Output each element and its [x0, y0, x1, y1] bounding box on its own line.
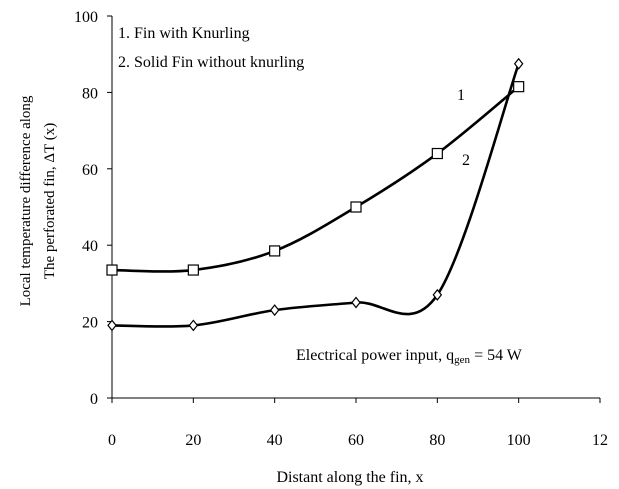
series-1-point: [513, 81, 525, 93]
x-tick-label: 100: [507, 432, 531, 449]
series-2-label: 2: [462, 152, 470, 169]
power-annotation: Electrical power input, qgen = 54 W: [296, 347, 523, 366]
y-tick-label: 40: [82, 238, 98, 255]
series-1-point: [350, 201, 362, 213]
series-2-point: [269, 304, 280, 317]
series-1-point: [106, 264, 118, 276]
y-tick-label: 80: [82, 85, 98, 102]
series-2-point: [432, 288, 443, 301]
y-axis-label-line1: Local temperature difference along: [18, 95, 34, 306]
series-1-line: [111, 85, 520, 273]
series-markers: [106, 57, 525, 332]
x-tick-label: 40: [267, 432, 283, 449]
x-tick-label: 12: [592, 432, 608, 449]
x-tick-label: 0: [108, 432, 116, 449]
legend-entry: 1. Fin with Knurling: [118, 25, 250, 42]
series-2-point: [188, 319, 199, 332]
chart-labels: 1 2 1. Fin with Knurling 2. Solid Fin witho…: [18, 25, 523, 486]
y-tick-label: 60: [82, 162, 98, 179]
series-1-point: [269, 245, 281, 257]
x-tick-label: 80: [429, 432, 445, 449]
x-tick-label: 20: [185, 432, 201, 449]
series-1-label: 1: [457, 87, 465, 104]
y-axis-label-line2: The perforated fin, ΔT (x): [42, 123, 58, 279]
y-tick-label: 100: [74, 9, 98, 26]
series-2-point: [351, 296, 361, 309]
series-2-point: [107, 319, 117, 332]
series-1-point: [187, 264, 199, 276]
x-axis-label: Distant along the fin, x: [276, 469, 423, 486]
y-tick-label: 20: [82, 315, 98, 332]
legend-entry: 2. Solid Fin without knurling: [118, 54, 304, 71]
x-tick-label: 60: [348, 432, 364, 449]
series-1-point: [431, 147, 443, 160]
y-tick-label: 0: [90, 391, 98, 408]
series-2-point: [513, 57, 524, 70]
